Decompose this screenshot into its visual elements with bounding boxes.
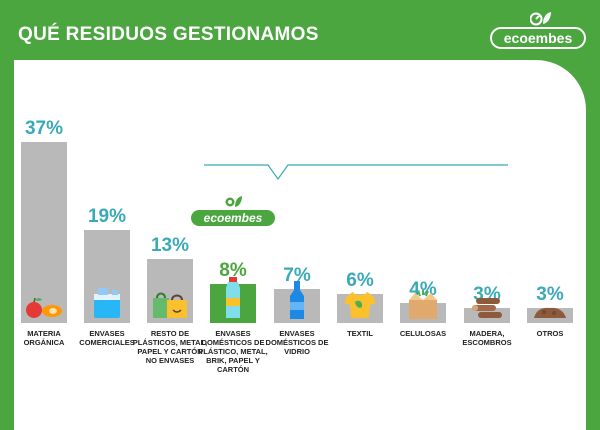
category-label-8: MADERA, ESCOMBROS xyxy=(462,329,512,347)
ecoembes-logo: ecoembes xyxy=(490,12,586,49)
fruit-icon xyxy=(22,296,66,325)
page-title: QUÉ RESIDUOS GESTIONAMOS xyxy=(18,24,319,45)
category-label-6: TEXTIL xyxy=(347,329,373,338)
category-label-2: ENVASES COMERCIALES xyxy=(79,329,135,347)
value-label-9: 3% xyxy=(536,284,564,305)
glass-bottle-icon xyxy=(286,280,308,325)
category-label-1: MATERIA ORGÁNICA xyxy=(23,329,65,347)
cardboard-box-icon xyxy=(406,290,440,325)
shopping-bag-icon xyxy=(151,288,189,325)
tshirt-icon xyxy=(343,290,377,325)
leaf-icon xyxy=(225,196,242,207)
logo-text: ecoembes xyxy=(490,27,586,49)
rubble-icon xyxy=(532,304,568,325)
wood-logs-icon xyxy=(470,296,504,325)
ecoembes-badge: ecoembes xyxy=(191,196,275,226)
leaf-icon xyxy=(530,12,551,26)
value-label-4: 8% xyxy=(219,260,247,281)
value-label-6: 6% xyxy=(346,270,374,291)
category-label-9: OTROS xyxy=(536,329,564,338)
category-label-3: RESTO DE PLÁSTICOS, METAL, PAPEL Y CARTÓ… xyxy=(132,329,208,365)
bar-1 xyxy=(21,142,67,323)
value-label-3: 13% xyxy=(150,235,190,256)
category-label-7: CELULOSAS xyxy=(399,329,447,338)
value-label-5: 7% xyxy=(283,265,311,286)
group-bracket xyxy=(204,164,508,181)
value-label-1: 37% xyxy=(24,118,64,139)
category-label-5: ENVASES DOMÉSTICOS DE VIDRIO xyxy=(265,329,329,356)
water-jug-icon xyxy=(90,286,124,325)
category-label-4: ENVASES DOMÉSTICOS DE PLÁSTICO, METAL, B… xyxy=(198,329,268,374)
value-label-2: 19% xyxy=(87,206,127,227)
plastic-bottle-icon xyxy=(220,276,246,325)
badge-text: ecoembes xyxy=(191,210,275,226)
